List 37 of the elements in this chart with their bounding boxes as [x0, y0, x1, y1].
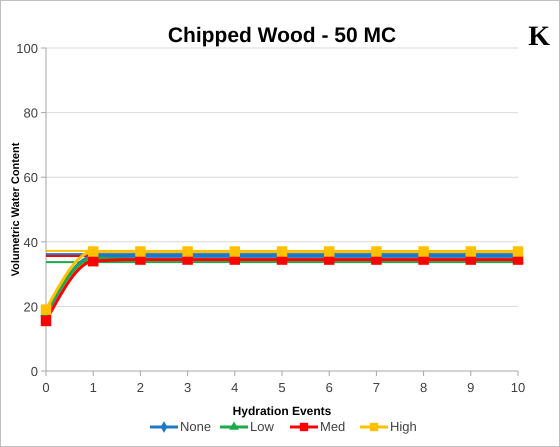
point	[512, 246, 524, 257]
x-tick-label: 8	[420, 380, 428, 395]
y-axis-title: Volumetric Water Content	[10, 142, 22, 276]
x-tick-label: 3	[184, 380, 192, 395]
legend-label: Low	[250, 419, 274, 434]
legend-label: None	[180, 419, 212, 434]
x-tick-label: 9	[467, 380, 474, 395]
point	[324, 246, 334, 257]
x-tick-label: 5	[278, 380, 286, 395]
point	[230, 246, 240, 257]
chart-title: Chipped Wood - 50 MC	[168, 24, 396, 47]
legend-label: High	[390, 419, 417, 434]
point	[418, 246, 429, 257]
point	[371, 246, 382, 257]
point	[182, 246, 193, 257]
x-tick-label: 0	[42, 380, 50, 395]
y-tick-label: 60	[24, 170, 38, 186]
y-tick-label: 40	[24, 234, 38, 250]
point	[88, 256, 98, 266]
x-tick-label: 1	[90, 380, 97, 395]
point	[88, 246, 98, 257]
point	[276, 246, 288, 257]
legend-label: Med	[320, 419, 346, 434]
point	[40, 316, 52, 326]
x-tick-label: 10	[510, 380, 526, 395]
y-tick-label: 100	[16, 41, 38, 56]
x-tick-label: 2	[136, 380, 144, 395]
y-tick-label: 20	[24, 299, 38, 314]
point	[466, 246, 476, 257]
x-tick-label: 4	[231, 380, 238, 395]
x-tick-label: 7	[372, 380, 380, 395]
y-tick-label: 0	[30, 364, 38, 379]
text: K	[528, 21, 550, 52]
x-tick-label: 6	[326, 380, 333, 395]
y-tick-label: 80	[24, 106, 38, 121]
point	[135, 246, 146, 257]
x-axis-title: Hydration Events	[232, 404, 332, 418]
